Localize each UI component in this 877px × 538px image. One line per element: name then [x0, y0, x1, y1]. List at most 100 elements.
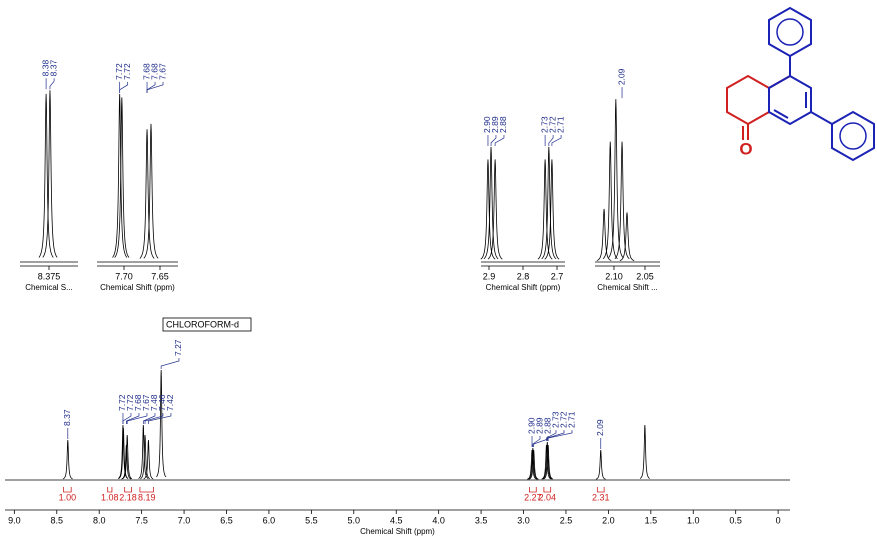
- peak: [140, 434, 151, 480]
- oxygen-label: O: [739, 139, 752, 158]
- peak: [62, 439, 73, 480]
- peak-leader: [494, 134, 505, 146]
- integral-bracket: [543, 487, 552, 493]
- bond: [810, 111, 833, 125]
- peak: [487, 159, 503, 260]
- peak: [138, 424, 149, 479]
- x-axis-label: Chemical Shift (ppm): [360, 527, 435, 536]
- peak-leader: [49, 78, 55, 90]
- peak-leader: [142, 413, 156, 424]
- peak: [541, 146, 557, 260]
- annotation-box: [162, 317, 252, 332]
- x-axis-label: Chemical S...: [25, 283, 73, 292]
- peak: [118, 427, 129, 479]
- x-tick-label: 6.5: [220, 515, 233, 525]
- x-tick-label: 8.5: [51, 515, 64, 525]
- x-axis-label: Chemical Shift ...: [597, 283, 657, 292]
- integral-label: 2.18: [119, 492, 137, 502]
- peak-label: 7.72: [125, 394, 135, 411]
- peak-leader: [119, 81, 129, 93]
- peak-label: 2.72: [558, 411, 568, 428]
- x-tick-label: 2.5: [560, 515, 573, 525]
- x-tick-label: 8.0: [93, 515, 106, 525]
- peak-label: 7.48: [149, 394, 159, 411]
- peak-label: 7.68: [133, 394, 143, 411]
- peak: [527, 449, 537, 480]
- double-bond: [773, 109, 789, 119]
- x-tick-label: 6.0: [263, 515, 276, 525]
- integral-bracket: [124, 487, 132, 493]
- integral-bracket: [529, 487, 537, 493]
- x-tick-label: 8.375: [38, 271, 61, 281]
- peak-leader: [148, 413, 172, 424]
- peak: [544, 159, 560, 260]
- aromatic-circle: [776, 18, 804, 46]
- peak-label: 7.72: [122, 63, 132, 80]
- peak: [543, 444, 554, 480]
- peak: [143, 439, 154, 480]
- peak-label: 2.88: [542, 417, 552, 434]
- peak-label: 7.27: [173, 339, 183, 356]
- peak-label: 2.73: [539, 116, 549, 133]
- x-tick-label: 2.7: [551, 271, 564, 281]
- peak-leader: [144, 413, 164, 424]
- integral-label: 2.27: [524, 492, 542, 502]
- x-tick-label: 2.9: [483, 271, 496, 281]
- phenyl-ring: [768, 6, 812, 58]
- peak: [42, 90, 58, 258]
- integral-label: 2.31: [592, 492, 610, 502]
- peak-label: 2.71: [566, 411, 576, 428]
- peak: [122, 434, 133, 480]
- x-tick-label: 2.0: [602, 515, 615, 525]
- peak-label: 7.46: [157, 394, 167, 411]
- peak-label: 2.88: [498, 116, 508, 133]
- solvent-annotation: CHLOROFORM-d: [166, 319, 239, 329]
- phenyl-ring: [831, 110, 875, 162]
- peak-leader: [551, 134, 562, 146]
- peak-leader: [146, 81, 164, 93]
- x-tick-label: 0: [776, 515, 781, 525]
- integral-label: 8.19: [138, 492, 156, 502]
- peak: [527, 447, 538, 480]
- peak-leader: [126, 413, 148, 424]
- peak: [528, 449, 539, 480]
- peak-label: 2.71: [555, 116, 565, 133]
- x-axis-label: Chemical Shift (ppm): [486, 283, 561, 292]
- x-tick-label: 0.5: [729, 515, 742, 525]
- peak-label: 7.67: [141, 394, 151, 411]
- peak: [38, 93, 54, 258]
- peak-leader: [546, 430, 557, 441]
- peak: [112, 93, 128, 258]
- peak: [619, 212, 635, 262]
- peak-label: 2.72: [547, 116, 557, 133]
- aromatic-circle: [839, 122, 867, 150]
- peak-label: 2.89: [490, 116, 500, 133]
- peak-label: 2.89: [534, 417, 544, 434]
- peak: [596, 208, 612, 261]
- central-ring: [768, 74, 812, 126]
- peak: [480, 159, 496, 260]
- x-tick-label: 3.5: [475, 515, 488, 525]
- peak-label: 8.37: [48, 59, 58, 76]
- peak-label: 7.72: [117, 394, 127, 411]
- integral-label: 1.08: [101, 492, 119, 502]
- x-tick-label: 1.5: [645, 515, 658, 525]
- integral-label: 1.00: [59, 492, 77, 502]
- peak: [602, 141, 618, 260]
- x-tick-label: 7.70: [115, 271, 133, 281]
- peak-label: 7.67: [157, 63, 167, 80]
- integral-bracket: [139, 487, 154, 493]
- x-tick-label: 1.0: [687, 515, 700, 525]
- peak-label: 7.72: [114, 63, 124, 80]
- peak-label: 2.09: [616, 68, 626, 85]
- peak-label: 8.37: [62, 409, 72, 426]
- x-tick-label: 5.0: [348, 515, 361, 525]
- x-tick-label: 4.5: [390, 515, 403, 525]
- peak: [537, 159, 553, 260]
- peak-label: 2.90: [482, 116, 492, 133]
- structure: [726, 6, 875, 162]
- x-axis-label: Chemical Shift (ppm): [100, 283, 175, 292]
- peak: [156, 369, 167, 478]
